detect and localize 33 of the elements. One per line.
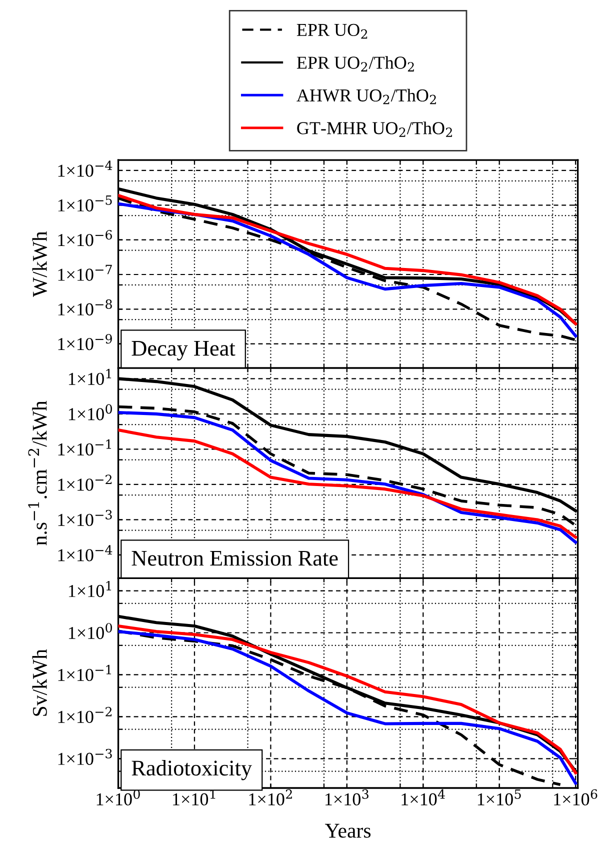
y-tick-label: 1×10$^{−4}$: [58, 160, 112, 177]
y-tick-label: 1×10$^{0}$: [68, 622, 112, 640]
y-tick-label: 1×10$^{−2}$: [58, 706, 112, 723]
x-tick-label: 1×10$^{2}$: [249, 789, 292, 806]
y-tick-label: 1×10$^{−8}$: [58, 299, 112, 316]
y-tick-label: 1×10$^{−4}$: [58, 545, 112, 562]
y-tick-label: 1×10$^{−1}$: [58, 664, 111, 682]
y-axis-title: Sv/kWh: [32, 649, 48, 716]
legend-label: GT-MHR UO$_{2}$/ThO$_{2}$: [297, 122, 452, 137]
annotation: Neutron Emission Rate: [132, 550, 338, 566]
y-tick-label: 1×10$^{1}$: [68, 580, 112, 598]
annotation: Radiotoxicity: [132, 760, 252, 780]
y-tick-label: 1×10$^{−9}$: [58, 334, 112, 350]
legend-label: AHWR UO$_{2}$/ThO$_{2}$: [296, 88, 436, 104]
legend-label: EPR UO$_{2}$: [296, 24, 368, 39]
x-tick-label: 1×10$^{6}$: [554, 789, 598, 806]
y-tick-label: 1×10$^{0}$: [68, 404, 112, 420]
y-tick-label: 1×10$^{−3}$: [58, 510, 112, 526]
annotation: Decay Heat: [132, 341, 236, 360]
x-tick-label: 1×10$^{3}$: [325, 789, 368, 806]
y-tick-label: 1×10$^{−1}$: [58, 439, 111, 456]
legend-label: EPR UO$_{2}$/ThO$_{2}$: [296, 56, 414, 72]
y-axis-title: W/kWh: [32, 231, 48, 298]
y-axis-title: n.s$^{−1}$.cm$^{−2}$/kWh: [28, 400, 47, 546]
y-tick-label: 1×10$^{−2}$: [58, 474, 112, 491]
y-tick-label: 1×10$^{1}$: [68, 368, 112, 385]
y-tick-label: 1×10$^{−3}$: [58, 748, 112, 765]
x-axis-title: Years: [325, 824, 371, 838]
y-tick-label: 1×10$^{−7}$: [58, 264, 112, 281]
x-tick-label: 1×10$^{4}$: [402, 789, 445, 806]
x-tick-label: 1×10$^{5}$: [478, 789, 521, 806]
y-tick-label: 1×10$^{−5}$: [58, 196, 112, 212]
y-tick-label: 1×10$^{−6}$: [58, 230, 112, 246]
